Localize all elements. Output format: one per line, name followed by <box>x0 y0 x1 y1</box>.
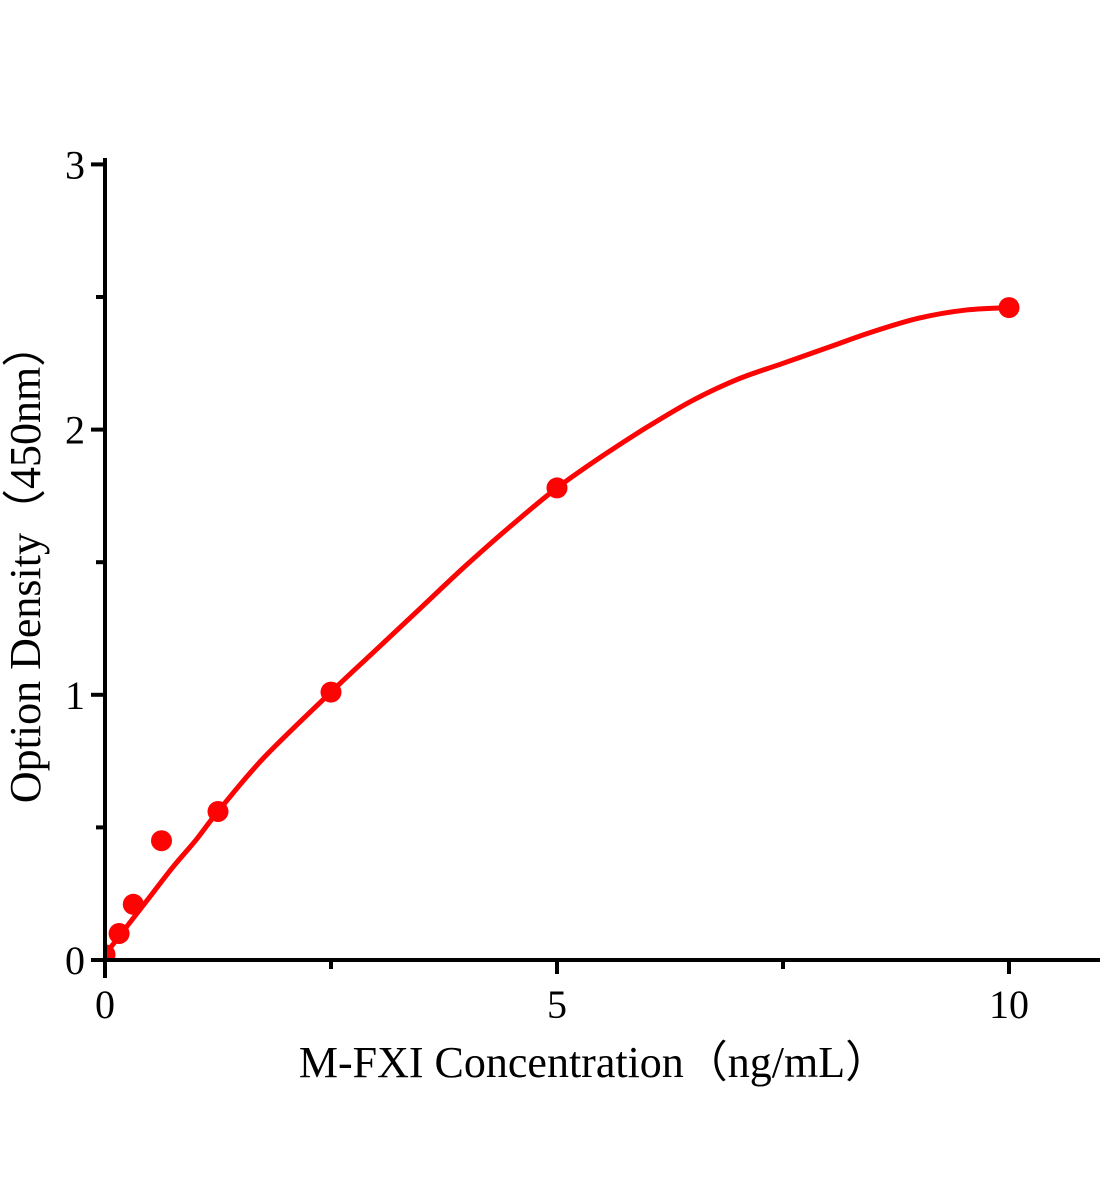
y-tick-label: 3 <box>65 142 85 187</box>
data-point <box>320 681 342 703</box>
y-tick-label: 2 <box>65 408 85 453</box>
x-tick-label: 0 <box>95 982 115 1027</box>
x-tick-label: 10 <box>989 982 1029 1027</box>
data-point <box>108 923 130 944</box>
axes-layer: 0 1 2 3 0 5 10 <box>65 142 1100 1027</box>
data-point <box>207 801 229 822</box>
data-point <box>122 893 144 915</box>
y-axis-title: Option Density（450nm） <box>1 323 50 803</box>
y-tick-label: 0 <box>65 938 85 983</box>
series-layer <box>105 297 1020 960</box>
data-point <box>105 944 116 960</box>
fit-curve <box>105 305 1012 958</box>
data-point <box>151 830 172 852</box>
y-tick-label: 1 <box>65 673 85 718</box>
data-point <box>546 477 568 499</box>
x-axis-title: M-FXI Concentration（ng/mL） <box>299 1038 889 1087</box>
x-tick-label: 5 <box>547 982 567 1027</box>
data-point <box>998 297 1020 319</box>
